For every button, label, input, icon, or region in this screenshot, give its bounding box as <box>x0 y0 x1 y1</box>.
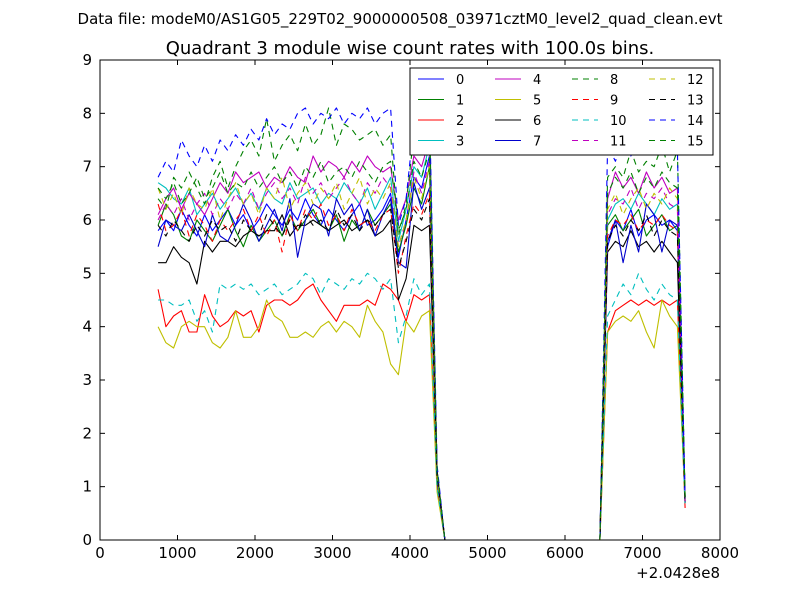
series-line-13 <box>157 198 686 540</box>
x-tick-label: 2000 <box>236 544 274 562</box>
x-tick-label: 4000 <box>391 544 429 562</box>
legend-label-11: 11 <box>610 135 627 150</box>
legend-label-14: 14 <box>687 114 704 129</box>
y-tick-label: 8 <box>82 104 92 122</box>
x-axis: 0 1000 2000 3000 4000 5000 6000 7000 8000 <box>95 60 739 562</box>
y-tick-label: 2 <box>82 424 92 442</box>
y-tick-label: 0 <box>82 531 92 549</box>
legend-label-12: 12 <box>687 73 704 88</box>
legend-label-2: 2 <box>456 114 464 129</box>
legend-label-6: 6 <box>533 114 541 129</box>
x-tick-label: 3000 <box>313 544 351 562</box>
series-line-5 <box>157 299 686 540</box>
legend-label-13: 13 <box>687 94 704 109</box>
legend-label-9: 9 <box>610 94 618 109</box>
y-tick-label: 6 <box>82 211 92 229</box>
x-tick-label: 8000 <box>701 544 739 562</box>
x-axis-offset-label: +2.0428e8 <box>636 564 720 582</box>
x-tick-label: 5000 <box>468 544 506 562</box>
chart-supertitle: Data file: modeM0/AS1G05_229T02_90000005… <box>78 10 723 29</box>
series-line-10 <box>158 272 686 540</box>
series-line-3 <box>157 144 686 540</box>
y-tick-label: 7 <box>82 158 92 176</box>
legend-label-0: 0 <box>456 73 464 88</box>
x-tick-label: 1000 <box>158 544 196 562</box>
legend-label-4: 4 <box>533 73 541 88</box>
series-line-1 <box>157 166 686 540</box>
x-tick-label: 6000 <box>546 544 584 562</box>
series-line-2 <box>157 283 686 540</box>
y-tick-label: 4 <box>82 318 92 336</box>
y-tick-label: 1 <box>82 478 92 496</box>
series-line-6 <box>158 214 686 540</box>
legend-label-7: 7 <box>533 135 541 150</box>
legend-label-5: 5 <box>533 94 541 109</box>
legend-label-3: 3 <box>456 135 464 150</box>
y-tick-label: 9 <box>82 51 92 69</box>
legend-label-8: 8 <box>610 73 618 88</box>
plot-area <box>157 102 686 540</box>
legend-label-15: 15 <box>687 135 704 150</box>
series-line-4 <box>157 139 686 540</box>
legend-label-10: 10 <box>610 114 627 129</box>
y-tick-label: 3 <box>82 371 92 389</box>
chart-title: Quadrant 3 module wise count rates with … <box>166 38 655 59</box>
series-line-0 <box>157 155 686 540</box>
x-tick-label: 7000 <box>623 544 661 562</box>
legend-label-1: 1 <box>456 94 464 109</box>
x-tick-label: 0 <box>95 544 105 562</box>
y-tick-label: 5 <box>82 264 92 282</box>
series-line-12 <box>157 166 686 540</box>
series-line-15 <box>157 150 686 540</box>
series-line-7 <box>157 182 686 540</box>
